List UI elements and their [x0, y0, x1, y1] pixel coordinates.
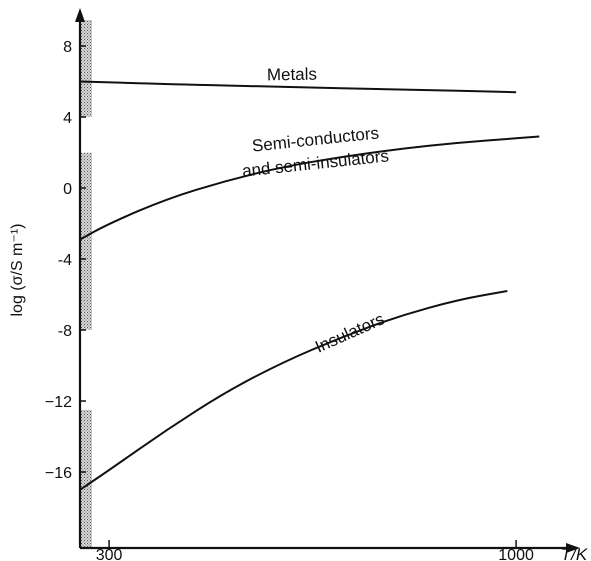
series-label-3: Insulators [312, 309, 387, 356]
y-axis-label: log (σ/S m⁻¹) [9, 224, 26, 317]
x-axis-label: T/K [561, 545, 588, 561]
shaded-range-1 [80, 152, 92, 304]
series-line-1 [79, 80, 517, 94]
shaded-range-layer [80, 20, 92, 548]
y-tick-label: 4 [63, 110, 72, 127]
x-axis-arrow [566, 543, 580, 553]
shaded-range-0 [80, 20, 92, 117]
y-tick-label: -4 [58, 252, 72, 269]
x-tick-label: 300 [96, 547, 123, 561]
y-tick-label: 0 [63, 181, 72, 198]
series-layer [79, 80, 540, 491]
series-line-2 [79, 135, 540, 241]
shaded-range-3 [80, 409, 92, 548]
y-tick-label: −12 [45, 394, 72, 411]
y-tick-label: −16 [45, 465, 72, 482]
tick-layer: 8 4 0 -4 -8 −12 −16 300 1000 [45, 39, 534, 561]
shaded-range-2 [80, 303, 92, 330]
y-tick-label: 8 [63, 39, 72, 56]
series-line-3 [79, 290, 508, 491]
x-tick-label: 1000 [498, 547, 534, 561]
y-axis-arrow [75, 8, 85, 22]
series-label-1: Metals [267, 65, 317, 85]
y-tick-label: -8 [58, 323, 72, 340]
